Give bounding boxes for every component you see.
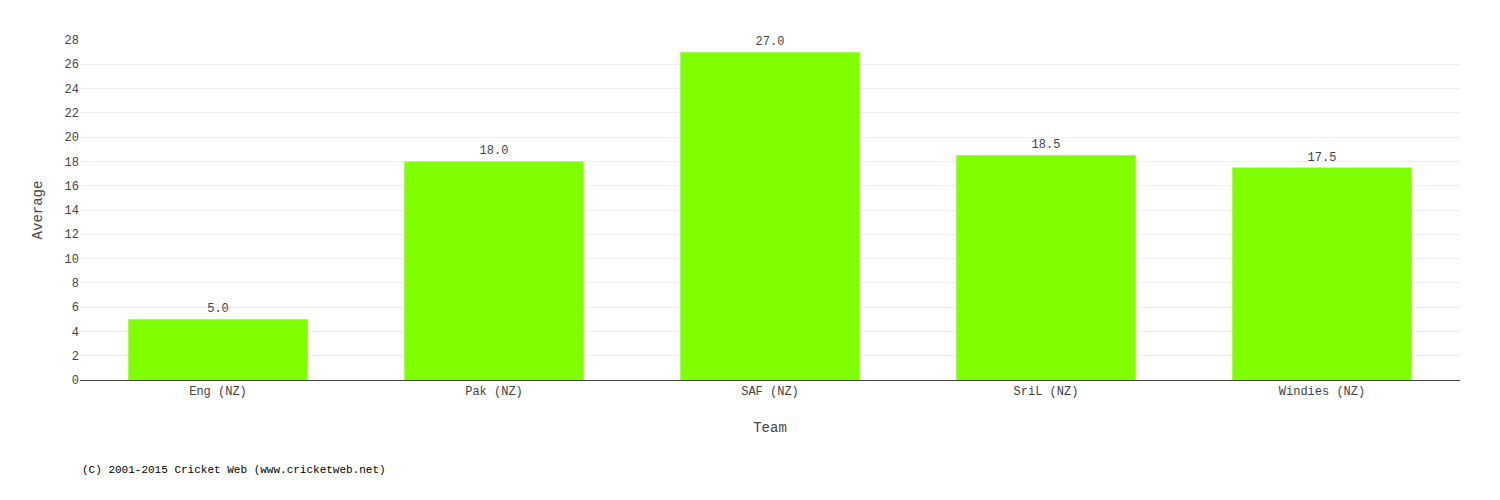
svg-text:12: 12 [65,228,79,242]
svg-text:Average: Average [30,181,46,240]
svg-text:SAF (NZ): SAF (NZ) [741,385,799,399]
svg-text:18.0: 18.0 [480,144,509,158]
svg-text:2: 2 [72,350,79,364]
svg-text:16: 16 [65,180,79,194]
svg-text:10: 10 [65,253,79,267]
svg-text:14: 14 [65,204,79,218]
svg-text:Pak (NZ): Pak (NZ) [465,385,523,399]
svg-text:Team: Team [753,420,787,436]
svg-text:Eng (NZ): Eng (NZ) [189,385,247,399]
svg-text:(C) 2001-2015 Cricket Web (www: (C) 2001-2015 Cricket Web (www.cricketwe… [82,464,386,476]
svg-text:22: 22 [65,107,79,121]
svg-text:18: 18 [65,156,79,170]
svg-text:Windies (NZ): Windies (NZ) [1279,385,1365,399]
svg-text:8: 8 [72,277,79,291]
svg-text:20: 20 [65,131,79,145]
svg-text:26: 26 [65,58,79,72]
svg-text:28: 28 [65,34,79,48]
svg-text:0: 0 [72,374,79,388]
svg-text:24: 24 [65,83,79,97]
svg-text:18.5: 18.5 [1032,138,1061,152]
svg-text:17.5: 17.5 [1308,151,1337,165]
svg-text:27.0: 27.0 [756,35,785,49]
svg-text:4: 4 [72,326,79,340]
svg-text:5.0: 5.0 [207,302,229,316]
svg-text:6: 6 [72,301,79,315]
svg-text:SriL (NZ): SriL (NZ) [1014,385,1079,399]
